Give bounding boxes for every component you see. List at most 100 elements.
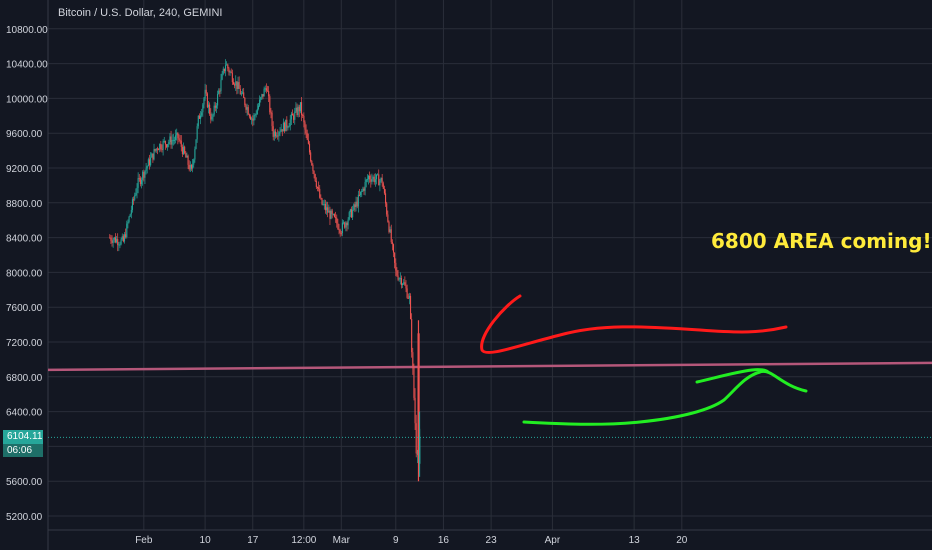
candle-body [278, 132, 280, 136]
candle-body [316, 186, 319, 188]
y-tick-label: 8800.00 [6, 199, 43, 210]
countdown-tag: 06:06 [3, 444, 43, 457]
candle-body [360, 191, 362, 196]
candle-body [206, 93, 208, 108]
candle-body [112, 239, 114, 243]
candle-body [223, 68, 225, 72]
candle-body [133, 199, 135, 201]
candle-body [354, 204, 356, 208]
candle-body [160, 143, 162, 150]
candle-body [144, 170, 146, 178]
candle-body [336, 217, 338, 224]
chart-title: Bitcoin / U.S. Dollar, 240, GEMINI [58, 7, 223, 19]
candle-body [168, 142, 170, 145]
candle-body [295, 107, 297, 112]
candle-body [232, 82, 235, 85]
candle-body [397, 275, 399, 280]
candle-body [121, 236, 123, 240]
candle-body [218, 90, 220, 94]
candle-body [244, 97, 246, 106]
candle-body [193, 159, 195, 165]
annotation-text[interactable]: 6800 AREA coming! [711, 229, 932, 253]
candle-body [339, 230, 341, 233]
candle-body [125, 234, 127, 238]
candle-body [240, 93, 242, 95]
candle-body [182, 146, 185, 155]
green-drawing[interactable] [695, 368, 770, 384]
candle-body [128, 216, 130, 222]
candle-body [337, 223, 339, 229]
candle-body [299, 102, 301, 112]
candle-body [221, 73, 223, 80]
candle-body [282, 122, 284, 132]
candle-body [405, 285, 407, 289]
candle-body [204, 89, 206, 99]
candle-body [211, 116, 213, 120]
y-tick-label: 5200.00 [6, 512, 43, 523]
candle-body [293, 115, 295, 120]
candle-body [177, 132, 179, 139]
candle-body [180, 140, 182, 147]
candle-body [357, 194, 359, 207]
candle-body [137, 178, 139, 188]
candle-body [347, 219, 349, 226]
candle-body [264, 88, 266, 90]
y-tick-label: 10800.00 [6, 25, 48, 36]
candle-body [143, 171, 145, 178]
candle-body [237, 82, 239, 89]
candle-body [274, 131, 277, 137]
y-tick-label: 9600.00 [6, 129, 43, 140]
green-drawing[interactable] [522, 369, 808, 426]
candle-body [227, 64, 229, 69]
x-tick-label: 20 [676, 535, 688, 546]
candle-body [379, 180, 381, 186]
candle-body [321, 198, 323, 205]
candle-body [311, 160, 313, 166]
candle-body [395, 262, 397, 271]
candle-body [175, 135, 177, 140]
candle-body [324, 203, 326, 211]
candle-body [304, 122, 306, 130]
candle-body [220, 79, 222, 92]
candle-body [386, 203, 388, 215]
candle-body [333, 214, 336, 217]
trendline-6800[interactable] [47, 361, 932, 372]
candle-body [263, 88, 265, 97]
candle-body [201, 112, 203, 116]
candle-body [289, 119, 291, 127]
candle-body [329, 210, 331, 219]
candle-body [306, 133, 308, 140]
candle-body [178, 138, 180, 140]
candle-body [111, 240, 113, 243]
candle-body [196, 126, 198, 140]
candle-body [242, 92, 244, 94]
candle-body [139, 178, 141, 185]
y-tick-label: 6400.00 [6, 408, 43, 419]
candle-body [213, 105, 215, 115]
candle-body [138, 178, 140, 180]
candle-body [184, 146, 186, 154]
candle-body [325, 207, 328, 211]
candle-body [370, 179, 372, 182]
candle-body [358, 194, 361, 196]
candle-body [247, 107, 249, 115]
candle-body [417, 333, 420, 456]
candle-body [140, 179, 143, 185]
candle-body [261, 94, 263, 98]
candle-body [312, 165, 314, 171]
candle-body [323, 203, 325, 205]
candle-body [414, 397, 416, 424]
candle-body [381, 177, 383, 184]
candle-body [332, 214, 334, 216]
candle-body [203, 98, 205, 105]
candle-body [181, 146, 183, 155]
candle-body [403, 282, 405, 284]
candle-body [298, 106, 300, 112]
red-drawing[interactable] [480, 294, 788, 354]
candle-body [340, 232, 342, 234]
candle-body [327, 207, 329, 213]
candle-body [190, 164, 193, 169]
candle-body [155, 148, 157, 151]
candle-body [346, 222, 348, 226]
